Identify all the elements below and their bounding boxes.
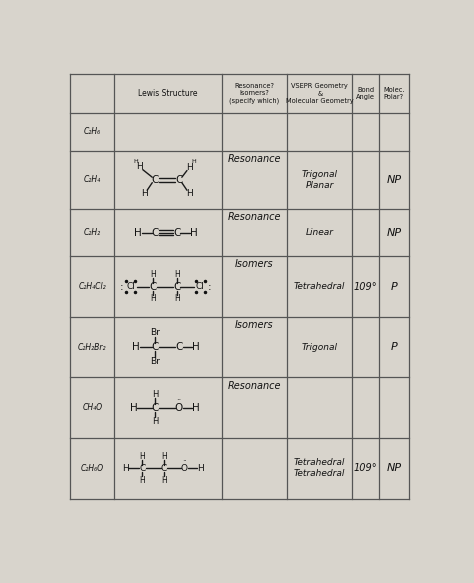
Text: H: H bbox=[161, 452, 167, 461]
Text: Br: Br bbox=[150, 328, 160, 338]
Text: H: H bbox=[122, 464, 128, 473]
Text: ··: ·· bbox=[176, 396, 182, 405]
Text: H: H bbox=[192, 342, 200, 352]
Text: H: H bbox=[191, 160, 196, 164]
Text: Resonance: Resonance bbox=[228, 154, 281, 164]
Text: H: H bbox=[152, 390, 158, 399]
Text: H: H bbox=[187, 189, 193, 198]
Text: NP: NP bbox=[386, 228, 401, 238]
Text: C: C bbox=[149, 282, 157, 292]
Text: H: H bbox=[130, 403, 137, 413]
Text: C₂H₄Cl₂: C₂H₄Cl₂ bbox=[79, 282, 106, 291]
Text: O: O bbox=[175, 403, 183, 413]
Text: Resonance?
Isomers?
(specify which): Resonance? Isomers? (specify which) bbox=[229, 83, 280, 104]
Text: Isomers: Isomers bbox=[235, 320, 274, 330]
Text: H: H bbox=[139, 476, 145, 484]
Text: H: H bbox=[150, 271, 156, 279]
Text: Tetrahedral: Tetrahedral bbox=[294, 282, 346, 291]
Text: NP: NP bbox=[386, 463, 401, 473]
Text: C: C bbox=[152, 403, 159, 413]
Text: Trigonal
Planar: Trigonal Planar bbox=[302, 170, 338, 190]
Text: H: H bbox=[197, 464, 204, 473]
Text: Br: Br bbox=[150, 357, 160, 366]
Text: Lewis Structure: Lewis Structure bbox=[138, 89, 198, 98]
Text: H: H bbox=[134, 228, 142, 238]
Text: H: H bbox=[141, 189, 147, 198]
Text: C: C bbox=[139, 464, 146, 473]
Text: H: H bbox=[137, 162, 143, 171]
Text: Isomers: Isomers bbox=[235, 259, 274, 269]
Text: C: C bbox=[173, 282, 181, 292]
Text: C: C bbox=[152, 228, 159, 238]
Text: H: H bbox=[174, 271, 180, 279]
Text: H: H bbox=[190, 228, 198, 238]
Text: C: C bbox=[173, 228, 181, 238]
Text: Molec.
Polar?: Molec. Polar? bbox=[383, 87, 405, 100]
Text: Tetrahedral
Tetrahedral: Tetrahedral Tetrahedral bbox=[294, 458, 346, 479]
Text: C₂H₆O: C₂H₆O bbox=[81, 464, 104, 473]
Text: C: C bbox=[152, 342, 159, 352]
Text: Linear: Linear bbox=[306, 228, 334, 237]
Text: H: H bbox=[192, 403, 200, 413]
Text: C: C bbox=[161, 464, 167, 473]
Text: H: H bbox=[150, 294, 156, 303]
Text: H: H bbox=[134, 159, 138, 164]
Text: P: P bbox=[391, 282, 397, 292]
Text: 109°: 109° bbox=[354, 282, 377, 292]
Text: CH₄O: CH₄O bbox=[82, 403, 102, 412]
Text: Resonance: Resonance bbox=[228, 212, 281, 222]
Text: :: : bbox=[208, 282, 211, 292]
Text: H: H bbox=[139, 452, 145, 461]
Text: C₂H₂: C₂H₂ bbox=[84, 228, 101, 237]
Text: ··: ·· bbox=[182, 457, 187, 466]
Text: H: H bbox=[132, 342, 140, 352]
Text: C₂H₂Br₂: C₂H₂Br₂ bbox=[78, 343, 107, 352]
Text: Cl: Cl bbox=[196, 282, 205, 291]
Text: Cl: Cl bbox=[126, 282, 135, 291]
Text: H: H bbox=[187, 163, 193, 172]
Text: O: O bbox=[181, 464, 188, 473]
Text: H: H bbox=[174, 294, 180, 303]
Text: 109°: 109° bbox=[354, 463, 377, 473]
Text: Bond
Angle: Bond Angle bbox=[356, 87, 375, 100]
Text: C: C bbox=[175, 342, 182, 352]
Text: :: : bbox=[120, 282, 124, 292]
Text: Resonance: Resonance bbox=[228, 381, 281, 391]
Text: H: H bbox=[152, 417, 158, 426]
Text: VSEPR Geometry
&
Molecular Geometry: VSEPR Geometry & Molecular Geometry bbox=[286, 83, 354, 104]
Text: C₂H₆: C₂H₆ bbox=[84, 127, 101, 136]
Text: NP: NP bbox=[386, 175, 401, 185]
Text: P: P bbox=[391, 342, 397, 352]
Text: H: H bbox=[161, 476, 167, 484]
Text: C₂H₄: C₂H₄ bbox=[84, 175, 101, 184]
Text: C: C bbox=[152, 175, 159, 185]
Text: C: C bbox=[175, 175, 182, 185]
Text: Trigonal: Trigonal bbox=[302, 343, 338, 352]
